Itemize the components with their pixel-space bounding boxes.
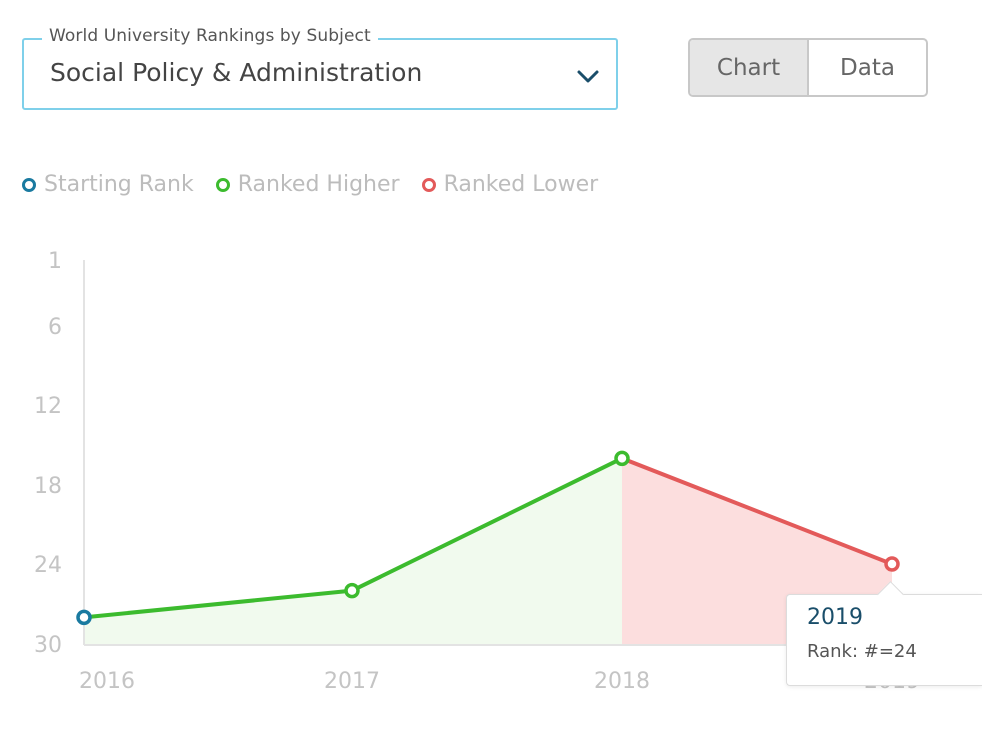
chevron-down-icon[interactable] xyxy=(576,64,600,88)
y-tick-label-12: 12 xyxy=(34,394,62,419)
x-tick-label-2018: 2018 xyxy=(594,669,650,694)
legend-marker-lower-icon xyxy=(421,177,436,192)
x-tick-label-2016: 2016 xyxy=(79,669,135,694)
legend-label-ranked-lower: Ranked Lower xyxy=(443,172,599,197)
legend-item-ranked-lower[interactable]: Ranked Lower xyxy=(421,172,599,197)
line-segment-2016-2017 xyxy=(82,588,354,620)
legend-label-starting-rank: Starting Rank xyxy=(44,172,194,197)
data-point-2019 xyxy=(884,556,900,572)
subject-selector-label: World University Rankings by Subject xyxy=(42,26,378,46)
legend-label-ranked-higher: Ranked Higher xyxy=(237,172,400,197)
y-tick-label-1: 1 xyxy=(48,249,62,274)
chart-legend: Starting Rank Ranked Higher Ranked Lower xyxy=(22,172,620,197)
data-view-button[interactable]: Data xyxy=(840,54,895,81)
y-tick-label-18: 18 xyxy=(34,474,62,499)
line-segment-2017-2018 xyxy=(350,456,624,593)
line-segment-2018-2019 xyxy=(620,456,894,566)
legend-marker-higher-icon xyxy=(215,177,230,192)
data-point-2016 xyxy=(76,609,92,626)
chart-tooltip: 2019 Rank: #=24 xyxy=(786,581,982,686)
area-ranked-higher xyxy=(84,458,622,645)
y-tick-label-24: 24 xyxy=(34,553,62,578)
legend-item-starting-rank[interactable]: Starting Rank xyxy=(22,172,194,197)
tooltip-year: 2019 xyxy=(807,605,863,630)
x-tick-label-2017: 2017 xyxy=(324,669,380,694)
subject-selector-value[interactable]: Social Policy & Administration xyxy=(50,58,423,87)
y-tick-label-6: 6 xyxy=(48,315,62,340)
tooltip-rank: Rank: #=24 xyxy=(807,641,917,662)
y-tick-label-30: 30 xyxy=(34,633,62,658)
legend-marker-starting-icon xyxy=(22,177,36,192)
data-point-2017 xyxy=(344,582,360,599)
legend-item-ranked-higher[interactable]: Ranked Higher xyxy=(215,172,400,197)
subject-selector[interactable]: World University Rankings by Subject Soc… xyxy=(22,26,618,110)
data-point-2018 xyxy=(614,450,630,467)
chart-view-button[interactable]: Chart xyxy=(690,40,809,95)
view-toggle: Chart Data xyxy=(688,38,928,97)
